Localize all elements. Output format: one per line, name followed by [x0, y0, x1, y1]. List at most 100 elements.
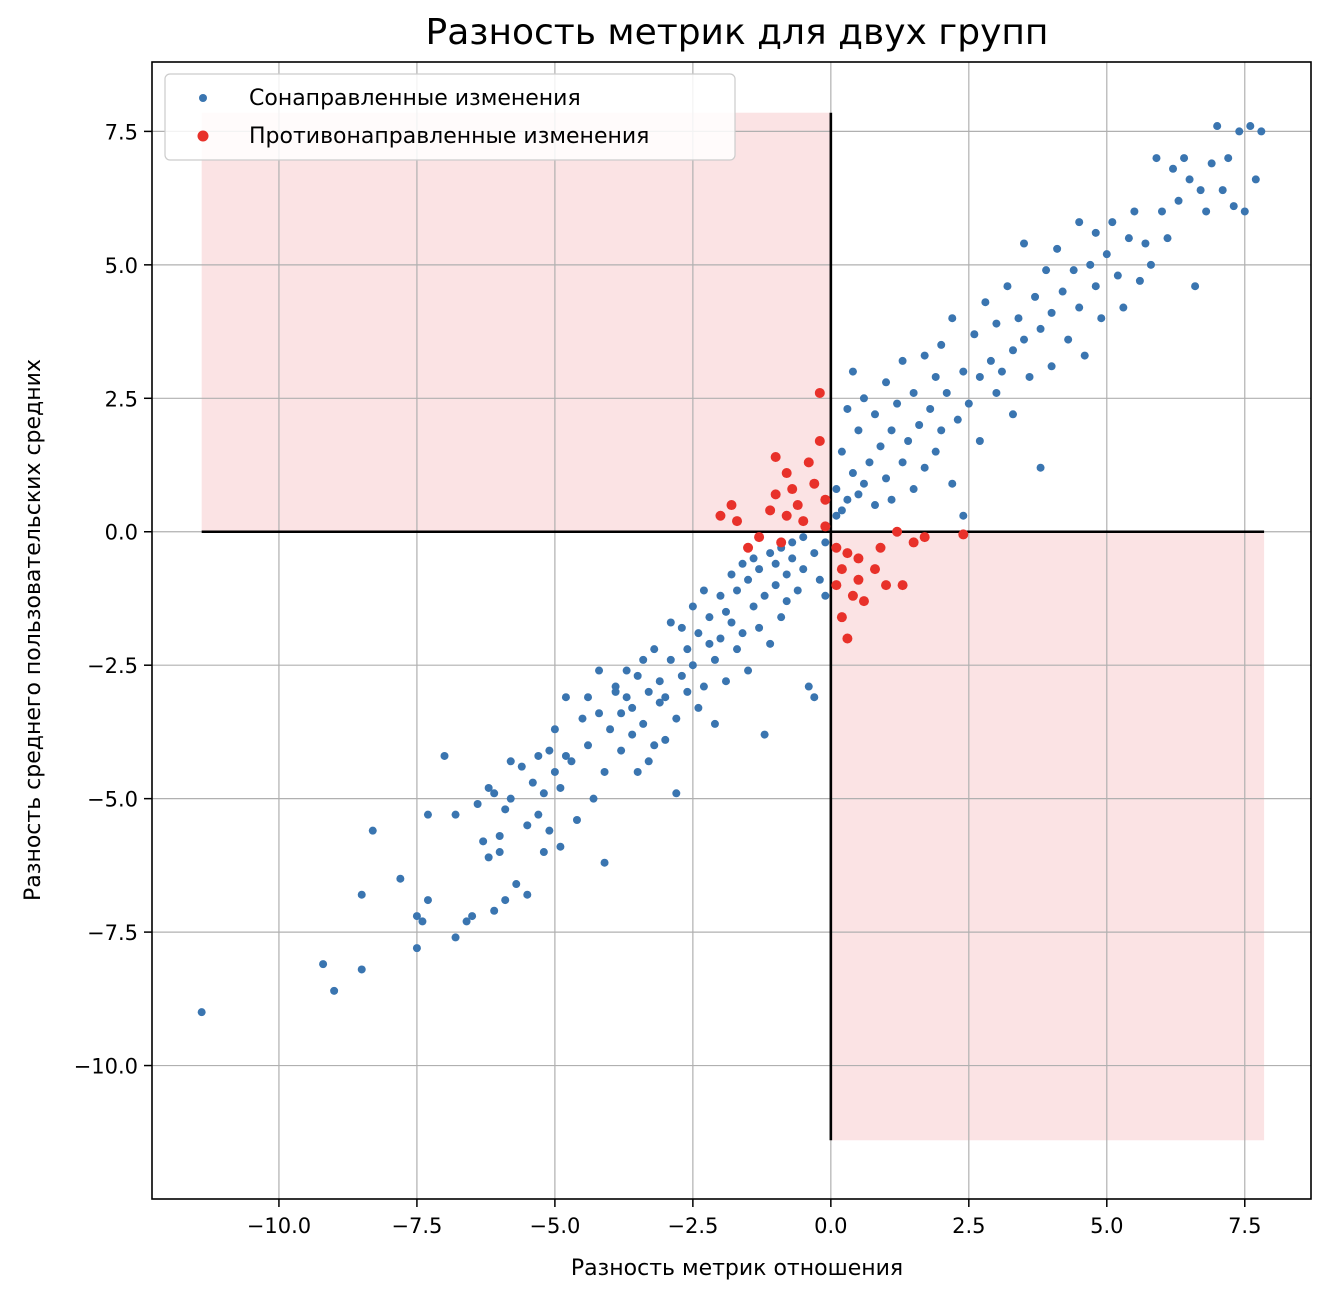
point-series-1-99 — [727, 570, 736, 579]
point-series-1-0 — [197, 1008, 206, 1017]
point-series-1-203 — [1091, 228, 1100, 237]
point-series-1-47 — [572, 816, 581, 824]
point-series-1-7 — [412, 912, 421, 921]
point-series-1-32 — [523, 821, 532, 830]
point-series-1-167 — [948, 479, 957, 488]
point-series-1-9 — [418, 917, 427, 926]
point-series-1-219 — [1180, 154, 1189, 163]
point-series-1-41 — [550, 725, 559, 734]
point-series-1-181 — [1003, 282, 1012, 291]
point-series-1-191 — [1042, 266, 1051, 275]
point-series-1-106 — [744, 666, 753, 675]
point-series-2-13 — [798, 516, 809, 527]
point-series-1-128 — [810, 549, 819, 558]
point-series-1-207 — [1113, 271, 1122, 280]
point-series-1-183 — [1008, 410, 1017, 419]
point-series-2-18 — [820, 521, 831, 532]
point-series-1-29 — [512, 880, 521, 889]
point-series-1-232 — [1251, 175, 1260, 184]
point-series-1-208 — [1119, 303, 1128, 312]
point-series-2-2 — [732, 516, 743, 527]
point-series-1-153 — [898, 458, 907, 467]
point-series-1-228 — [1229, 202, 1238, 211]
point-series-2-24 — [842, 548, 853, 559]
point-series-1-204 — [1097, 314, 1106, 323]
point-series-1-159 — [920, 463, 929, 472]
point-series-1-23 — [495, 832, 504, 841]
point-series-1-137 — [843, 495, 852, 504]
point-series-2-6 — [770, 452, 781, 463]
point-series-1-176 — [981, 298, 990, 307]
point-series-1-75 — [661, 735, 670, 744]
point-series-1-146 — [870, 501, 879, 510]
point-series-1-171 — [959, 511, 968, 520]
point-series-1-100 — [727, 618, 736, 627]
x-tick-label-3: −2.5 — [667, 1214, 718, 1238]
point-series-2-32 — [881, 580, 892, 591]
point-series-2-12 — [792, 500, 803, 511]
point-series-1-88 — [694, 629, 703, 638]
point-series-1-217 — [1169, 164, 1178, 173]
point-series-1-84 — [683, 645, 692, 654]
legend-label-series-1: Сонаправленные изменения — [249, 86, 581, 111]
point-series-1-65 — [633, 767, 642, 776]
point-series-1-17 — [473, 799, 482, 808]
point-series-1-143 — [859, 479, 868, 488]
point-series-1-227 — [1224, 154, 1233, 163]
x-tick-label-0: −10.0 — [247, 1214, 311, 1238]
x-tick-label-7: 7.5 — [1228, 1214, 1261, 1238]
point-series-1-225 — [1213, 122, 1222, 131]
y-axis-label: Разность среднего пользовательских средн… — [21, 359, 46, 901]
point-series-1-48 — [578, 714, 587, 723]
point-series-1-139 — [848, 367, 857, 376]
point-series-1-5 — [368, 826, 377, 835]
point-series-1-210 — [1130, 207, 1139, 216]
point-series-1-166 — [942, 388, 951, 397]
point-series-1-55 — [600, 858, 609, 867]
point-series-2-9 — [781, 468, 792, 479]
point-series-2-27 — [853, 553, 864, 564]
point-series-1-220 — [1185, 175, 1194, 184]
point-series-2-19 — [820, 494, 831, 505]
point-series-1-144 — [865, 458, 874, 467]
point-series-1-169 — [953, 415, 962, 424]
point-series-1-16 — [468, 912, 477, 921]
y-tick-label-2: −5.0 — [87, 788, 138, 812]
point-series-1-109 — [755, 623, 764, 632]
point-series-1-127 — [810, 693, 819, 702]
point-series-1-50 — [584, 741, 593, 750]
point-series-1-42 — [556, 783, 565, 792]
point-series-1-126 — [804, 682, 813, 691]
legend: Сонаправленные изменения Противонаправле… — [164, 73, 736, 161]
point-series-2-36 — [919, 532, 930, 543]
point-series-1-148 — [882, 378, 891, 387]
point-series-1-125 — [799, 533, 808, 542]
point-series-1-61 — [622, 693, 631, 702]
point-series-1-113 — [766, 549, 775, 558]
point-series-2-35 — [908, 537, 919, 548]
point-series-1-98 — [721, 677, 730, 686]
point-series-1-175 — [975, 437, 984, 445]
reference-lines — [201, 112, 1265, 1141]
point-series-1-86 — [688, 661, 697, 670]
point-series-2-11 — [787, 484, 798, 495]
point-series-1-229 — [1235, 127, 1244, 136]
point-series-1-38 — [545, 746, 554, 755]
point-series-1-152 — [893, 399, 902, 408]
point-series-1-173 — [970, 330, 979, 339]
point-series-1-63 — [628, 730, 637, 739]
point-series-1-230 — [1240, 207, 1249, 216]
point-series-1-104 — [738, 629, 747, 638]
point-series-2-3 — [743, 542, 754, 553]
point-series-2-15 — [809, 478, 820, 489]
point-series-1-108 — [749, 554, 758, 563]
point-series-1-94 — [710, 655, 719, 664]
point-series-1-134 — [837, 506, 846, 515]
x-tick-label-6: 5.0 — [1090, 1214, 1123, 1238]
point-series-1-187 — [1025, 372, 1034, 381]
point-series-1-112 — [760, 730, 769, 739]
point-series-1-36 — [539, 848, 548, 857]
point-series-1-222 — [1196, 186, 1205, 195]
point-series-1-147 — [876, 442, 885, 451]
point-series-1-25 — [501, 805, 510, 814]
